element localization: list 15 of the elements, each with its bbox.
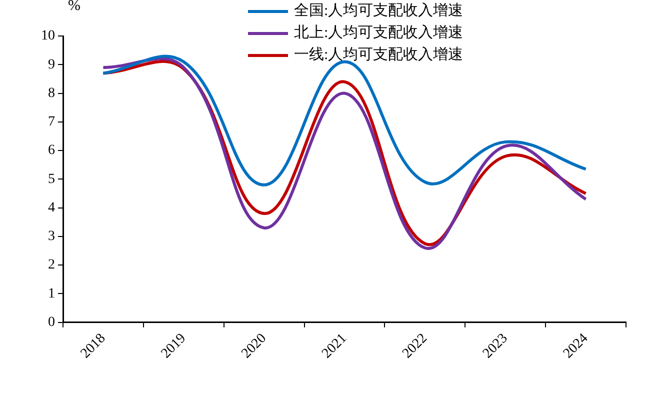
y-tick-label: 10 xyxy=(41,28,55,44)
y-tick-label: 6 xyxy=(48,143,55,158)
legend-label: 一线:人均可支配收入增速 xyxy=(294,46,464,65)
legend-label: 全国:人均可支配收入增速 xyxy=(294,2,464,21)
y-tick-label: 2 xyxy=(48,258,55,273)
legend-label: 北上:人均可支配收入增速 xyxy=(294,24,464,43)
y-tick-label: 5 xyxy=(48,172,55,187)
y-tick-label: 3 xyxy=(48,229,55,244)
y-tick-label: 0 xyxy=(48,314,55,330)
y-tick-label: 1 xyxy=(48,286,55,302)
y-axis-title: % xyxy=(68,0,80,15)
y-tick-label: 4 xyxy=(48,200,55,216)
y-tick-label: 8 xyxy=(48,86,55,101)
y-tick-label: 9 xyxy=(48,57,55,72)
y-tick-label: 7 xyxy=(48,114,55,130)
